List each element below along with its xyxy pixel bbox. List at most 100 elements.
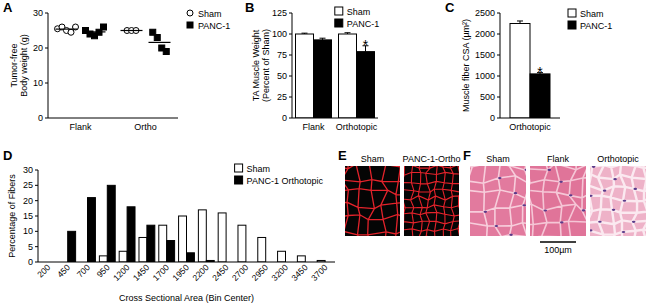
point — [154, 35, 160, 41]
y-tick-label: 25 — [277, 92, 287, 102]
legend: Sham PANC-1 — [335, 7, 379, 29]
legend-swatch — [568, 21, 576, 29]
y-tick — [497, 13, 500, 14]
nucleus — [613, 178, 617, 180]
image-caption: Sham — [486, 154, 510, 164]
bar — [297, 256, 305, 262]
y-axis — [292, 13, 293, 118]
x-tick-label: 3450 — [289, 262, 310, 283]
nucleus — [598, 221, 602, 223]
mean-line — [121, 30, 143, 31]
y-tick-label: 2000 — [475, 29, 495, 39]
nucleus — [590, 229, 593, 231]
bar — [147, 225, 155, 262]
legend-label: Sham — [247, 164, 271, 174]
legend-label: Sham — [347, 7, 371, 17]
mean-line — [84, 31, 106, 32]
x-tick-label: 200 — [35, 262, 52, 279]
y-tick-label: 1000 — [475, 71, 495, 81]
micrograph — [530, 166, 586, 236]
y-tick — [497, 55, 500, 56]
y-tick-label: 20 — [23, 196, 33, 206]
bar — [339, 34, 357, 118]
legend-swatch — [568, 9, 576, 17]
y-tick — [497, 76, 500, 77]
x-tick-label: Orthotopic — [336, 122, 378, 132]
y-tick — [35, 200, 38, 201]
scale-bar — [540, 241, 576, 243]
x-tick-label: Flank — [69, 122, 92, 132]
x-tick-label: 1700 — [151, 262, 172, 283]
y-tick-label: 15 — [23, 211, 33, 221]
legend-swatch — [187, 22, 193, 28]
panel-label: A — [3, 0, 13, 15]
x-tick-label: Flank — [302, 122, 325, 132]
bar — [159, 225, 167, 262]
y-tick-label: 0 — [28, 257, 33, 267]
x-tick-label: 1450 — [131, 262, 152, 283]
bar — [167, 241, 175, 262]
micrograph — [345, 166, 400, 236]
x-tick-label: 2700 — [230, 262, 251, 283]
y-tick — [35, 246, 38, 247]
point — [101, 24, 107, 30]
micrograph — [590, 166, 646, 236]
panel-label: E — [338, 148, 347, 163]
panel-label: B — [245, 0, 254, 15]
y-axis — [500, 13, 501, 118]
y-tick-label: 50 — [277, 71, 287, 81]
nucleus — [559, 181, 563, 183]
plot-marks — [296, 33, 375, 118]
y-tick-label: 30 — [33, 8, 43, 18]
nucleus — [603, 190, 607, 192]
plot-marks — [55, 24, 171, 55]
bar — [258, 237, 266, 262]
nucleus — [582, 209, 586, 211]
y-tick — [45, 83, 48, 84]
y-tick-label: 0 — [282, 113, 287, 123]
bar — [179, 216, 187, 262]
bar — [127, 207, 135, 262]
y-tick-label: 10 — [23, 226, 33, 236]
y-axis-label: Body weight (g) — [19, 34, 29, 97]
bar — [139, 237, 147, 262]
bar — [357, 52, 375, 118]
bar — [68, 231, 76, 262]
image-background — [404, 166, 459, 236]
legend-label: Sham — [198, 9, 222, 19]
y-tick — [289, 13, 292, 14]
cell-borders — [530, 166, 586, 236]
y-tick — [35, 262, 38, 263]
point — [68, 29, 74, 35]
legend-label: PANC-1 — [347, 19, 379, 29]
cell-borders — [345, 166, 400, 236]
figure: A 0 10 20 30 Tumor-freeBody weight (g) Flank Or… — [0, 0, 650, 306]
y-tick — [289, 34, 292, 35]
y-tick — [497, 97, 500, 98]
image-caption: Flank — [547, 154, 570, 164]
nucleus — [524, 169, 526, 171]
nucleus — [633, 188, 637, 190]
y-tick — [35, 185, 38, 186]
y-tick-label: 0 — [490, 113, 495, 123]
x-tick-label: 700 — [75, 262, 92, 279]
bar — [99, 256, 107, 262]
y-tick-label: 5 — [28, 242, 33, 252]
x-axis-label: Cross Sectional Area (Bin Center) — [119, 293, 254, 303]
bar — [296, 34, 314, 118]
nucleus — [592, 166, 596, 168]
y-axis-label: Muscle fiber CSA (µm²) — [461, 19, 471, 112]
y-tick — [289, 97, 292, 98]
y-axis-label: Tumor-free — [9, 43, 19, 87]
panel-label: F — [463, 148, 471, 163]
y-tick-label: 500 — [480, 92, 495, 102]
x-axis — [292, 118, 378, 119]
x-tick-label: 950 — [95, 262, 112, 279]
image-caption: Sham — [361, 154, 385, 164]
nucleus — [543, 209, 547, 211]
x-tick-label: 2200 — [190, 262, 211, 283]
y-tick — [45, 13, 48, 14]
x-tick-label: 450 — [55, 262, 72, 279]
bar — [510, 24, 530, 119]
bar — [88, 198, 96, 262]
